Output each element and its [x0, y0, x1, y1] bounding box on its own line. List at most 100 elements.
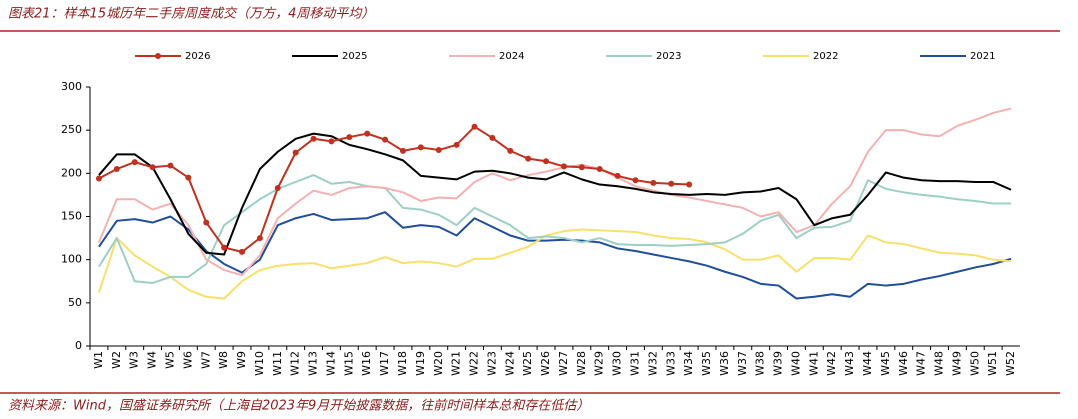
- x-tick-label: W12: [289, 351, 302, 376]
- x-tick-label: W45: [879, 351, 892, 376]
- series-marker: [632, 177, 639, 184]
- x-tick-label: W11: [271, 351, 284, 376]
- legend-label: 2022: [813, 51, 838, 62]
- x-tick-label: W14: [324, 351, 337, 376]
- x-tick-label: W7: [199, 351, 212, 369]
- series-marker: [203, 219, 210, 226]
- x-tick-label: W49: [950, 351, 963, 376]
- series-marker: [328, 138, 335, 145]
- series-marker: [292, 149, 299, 156]
- x-tick-label: W38: [754, 351, 767, 376]
- x-tick-label: W48: [933, 351, 946, 376]
- series-marker: [417, 144, 424, 151]
- series-line: [98, 174, 1012, 284]
- x-tick-label: W1: [92, 351, 105, 369]
- y-tick-label: 150: [61, 210, 82, 223]
- series-marker: [525, 155, 532, 162]
- series-marker: [399, 147, 406, 154]
- x-tick-label: W20: [432, 351, 445, 376]
- series-marker: [435, 147, 442, 154]
- x-tick-label: W3: [128, 351, 141, 369]
- x-tick-label: W16: [360, 351, 373, 376]
- legend-label: 2023: [656, 51, 681, 62]
- x-tick-label: W28: [575, 351, 588, 376]
- series-marker: [364, 130, 371, 137]
- series-marker: [543, 158, 550, 165]
- x-tick-label: W42: [825, 351, 838, 376]
- series-marker: [113, 166, 120, 173]
- x-tick-label: W23: [485, 351, 498, 376]
- x-tick-label: W32: [646, 351, 659, 376]
- x-tick-label: W8: [217, 351, 230, 369]
- y-tick-label: 50: [68, 296, 82, 309]
- series-marker: [221, 244, 228, 251]
- legend-label: 2026: [185, 51, 210, 62]
- x-tick-label: W29: [593, 351, 606, 376]
- x-tick-label: W34: [682, 351, 695, 376]
- series-marker: [274, 185, 281, 192]
- y-tick-label: 250: [61, 123, 82, 136]
- series-line: [98, 125, 690, 253]
- x-tick-label: W24: [503, 351, 516, 376]
- x-tick-label: W46: [897, 351, 910, 376]
- x-tick-label: W43: [843, 351, 856, 376]
- x-tick-label: W40: [789, 351, 802, 376]
- series-marker: [239, 248, 246, 255]
- x-tick-label: W36: [718, 351, 731, 376]
- y-tick-label: 0: [75, 339, 82, 352]
- x-tick-label: W2: [110, 351, 123, 369]
- series-marker: [131, 159, 138, 166]
- x-tick-label: W22: [468, 351, 481, 376]
- x-tick-label: W33: [664, 351, 677, 376]
- x-tick-label: W52: [1004, 351, 1017, 376]
- x-tick-label: W39: [772, 351, 785, 376]
- legend-marker: [155, 53, 161, 59]
- series-marker: [650, 179, 657, 186]
- series-marker: [489, 134, 496, 141]
- x-tick-label: W26: [539, 351, 552, 376]
- series-marker: [668, 180, 675, 187]
- series-marker: [310, 135, 317, 142]
- x-tick-label: W25: [521, 351, 534, 376]
- x-tick-label: W5: [163, 351, 176, 369]
- series-marker: [560, 163, 567, 170]
- series-marker: [382, 136, 389, 143]
- x-tick-label: W10: [253, 351, 266, 376]
- series-marker: [149, 164, 156, 171]
- x-tick-label: W31: [628, 351, 641, 376]
- x-tick-label: W44: [861, 351, 874, 376]
- chart-title: 图表21：样本15城历年二手房周度成交（万方，4周移动平均）: [8, 6, 374, 22]
- x-tick-label: W4: [146, 351, 159, 369]
- x-tick-label: W15: [342, 351, 355, 376]
- series-marker: [578, 164, 585, 171]
- x-tick-label: W19: [414, 351, 427, 376]
- x-tick-label: W9: [235, 351, 248, 369]
- series-marker: [471, 123, 478, 130]
- series-marker: [614, 172, 621, 179]
- series-marker: [256, 235, 263, 242]
- source-note: 资料来源：Wind，国盛证券研究所（上海自2023年9月开始披露数据，往前时间样…: [8, 398, 589, 414]
- series-line: [98, 107, 1012, 277]
- x-tick-label: W35: [700, 351, 713, 376]
- series-marker: [507, 147, 514, 154]
- legend-label: 2025: [342, 51, 367, 62]
- y-tick-label: 200: [61, 166, 82, 179]
- series-marker: [686, 181, 693, 188]
- x-tick-label: W41: [807, 351, 820, 376]
- x-tick-label: W37: [736, 351, 749, 376]
- x-tick-label: W21: [450, 351, 463, 376]
- x-tick-label: W17: [378, 351, 391, 376]
- series-marker: [453, 141, 460, 148]
- x-tick-label: W27: [557, 351, 570, 376]
- y-tick-label: 300: [61, 80, 82, 93]
- series-marker: [185, 174, 192, 181]
- x-tick-label: W50: [968, 351, 981, 376]
- series-marker: [346, 134, 353, 141]
- series-marker: [596, 166, 603, 173]
- x-tick-label: W47: [915, 351, 928, 376]
- x-tick-label: W6: [181, 351, 194, 369]
- series-marker: [95, 175, 102, 182]
- x-tick-label: W13: [307, 351, 320, 376]
- y-tick-label: 100: [61, 253, 82, 266]
